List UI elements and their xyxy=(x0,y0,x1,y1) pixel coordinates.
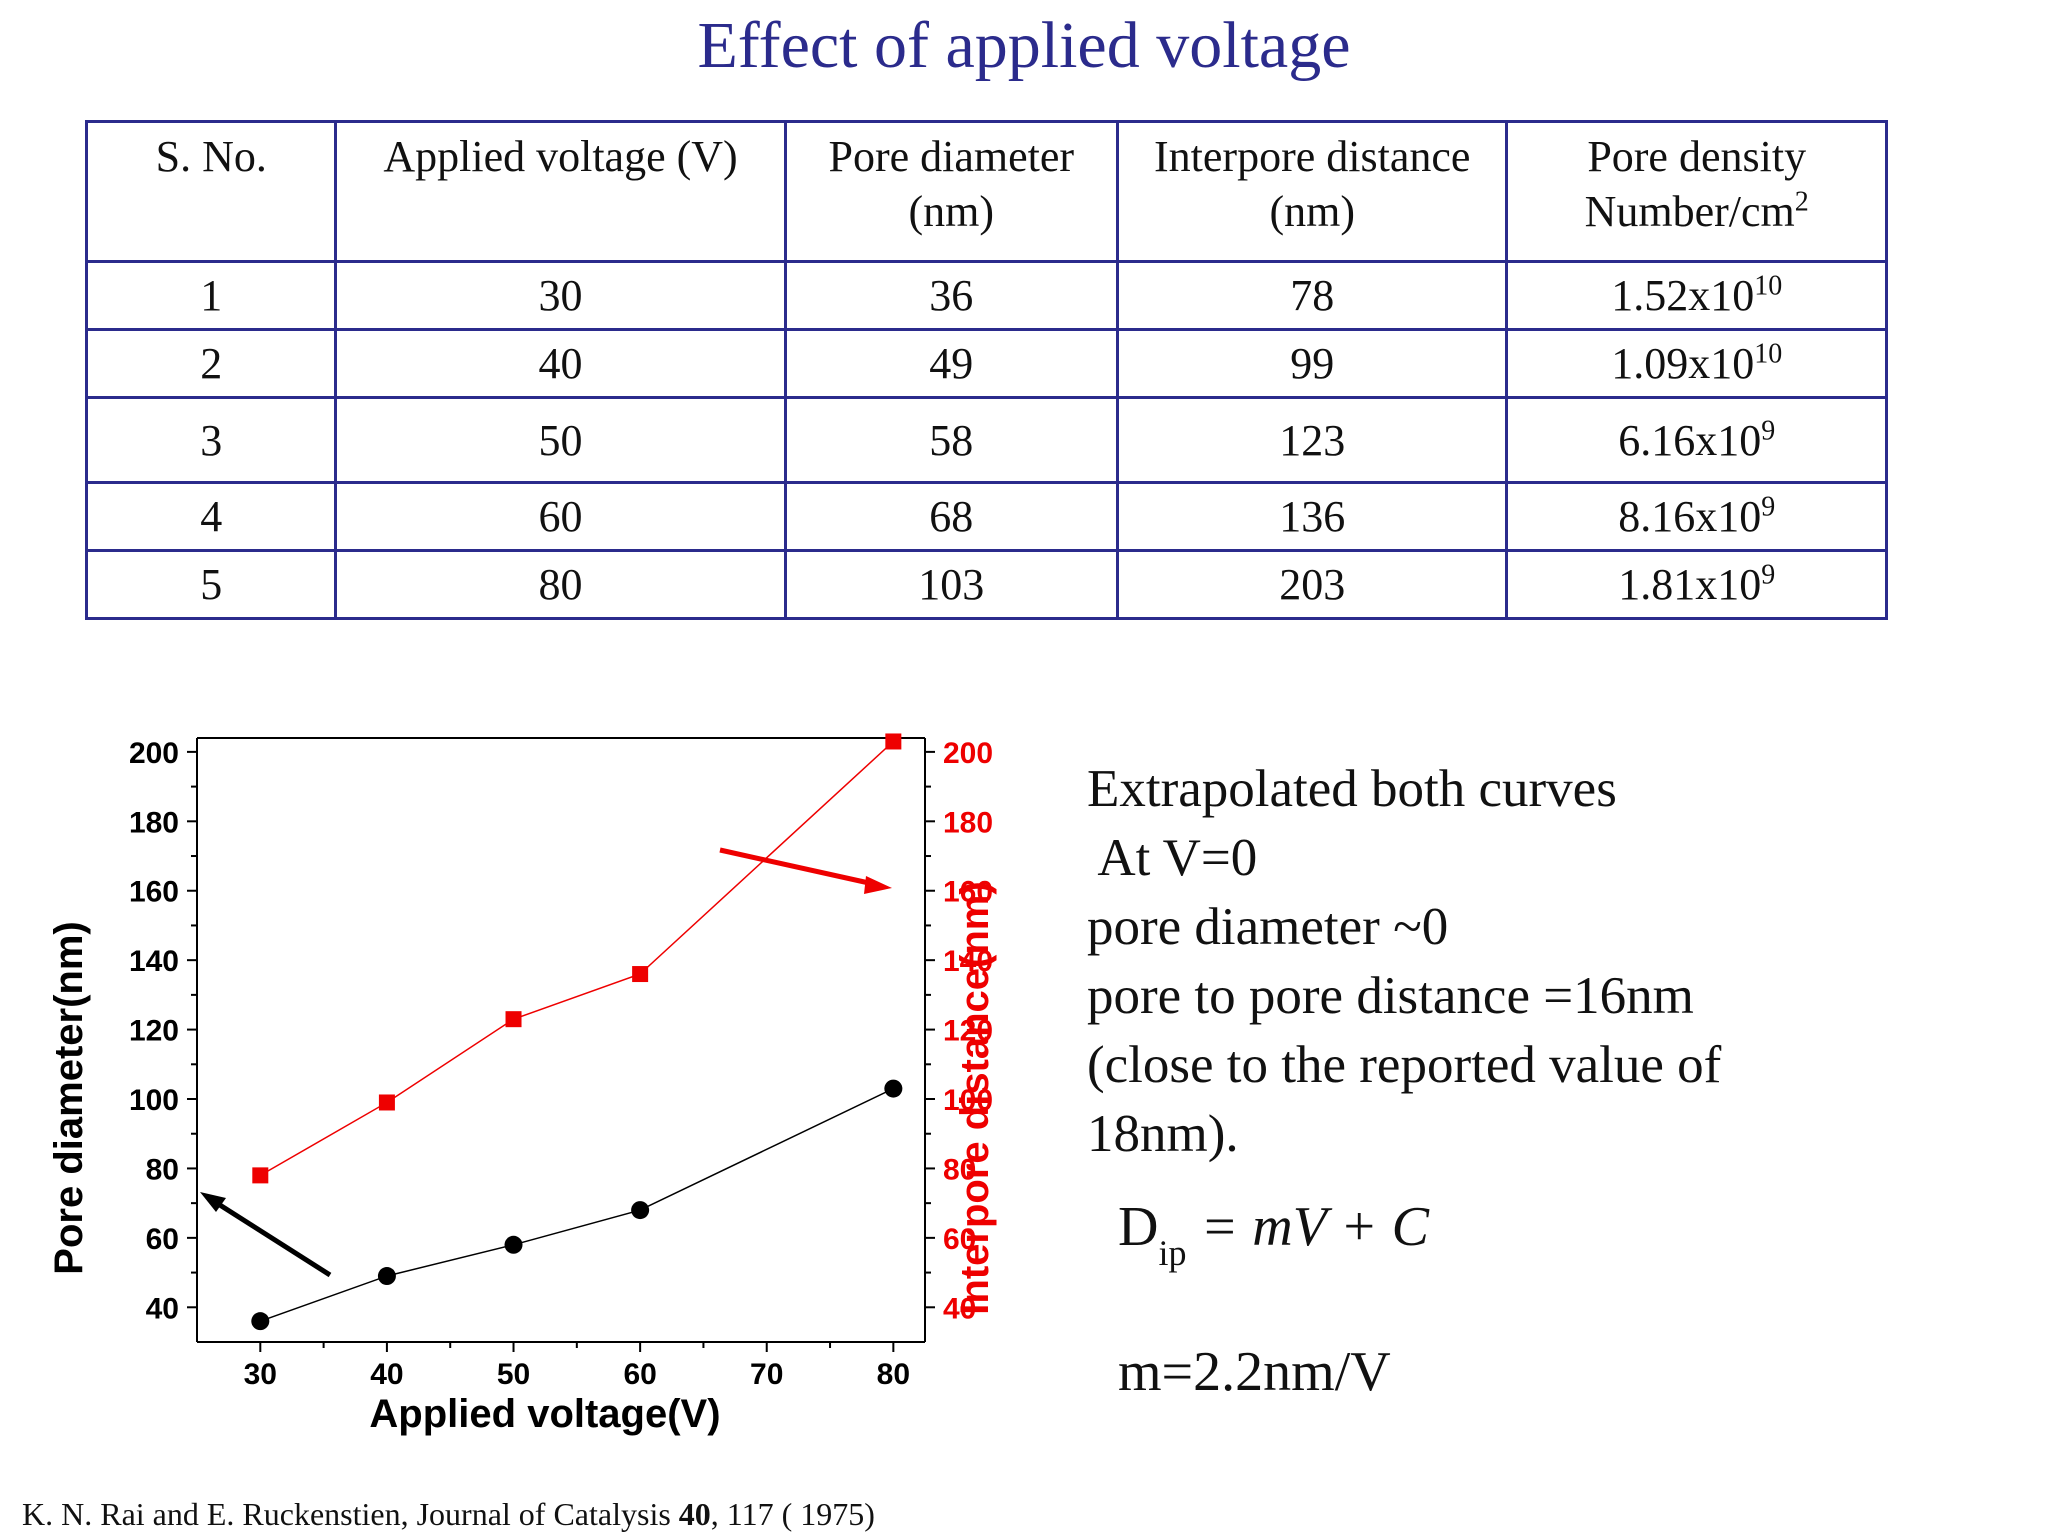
table-header-row: S. No. Applied voltage (V) Pore diameter… xyxy=(84,120,1888,263)
equation-subscript: ip xyxy=(1158,1233,1187,1273)
voltage-chart: 30 40 50 60 70 80 40 60 80 100 120 140 160 180 200 40 60… xyxy=(47,733,997,1436)
reference-citation: K. N. Rai and E. Ruckenstien, Journal of… xyxy=(22,1496,875,1532)
chart-series xyxy=(251,733,903,1331)
y-left-tick-label: 180 xyxy=(129,806,179,839)
data-point-circle xyxy=(884,1079,903,1098)
y-left-tick-label: 80 xyxy=(146,1153,179,1186)
y-left-tick-label: 200 xyxy=(129,737,179,770)
cell-diameter: 36 xyxy=(783,260,1120,331)
y-right-tick-label: 160 xyxy=(943,876,993,909)
cell-distance: 203 xyxy=(1116,549,1509,620)
series-line-2 xyxy=(259,740,894,1177)
x-tick-label: 60 xyxy=(623,1358,656,1391)
y-left-tick-label: 100 xyxy=(129,1084,179,1117)
series-line-1 xyxy=(260,1087,894,1322)
header-voltage: Applied voltage (V) xyxy=(334,120,787,263)
equation-rhs: = mV + C xyxy=(1200,1196,1430,1258)
cell-density: 8.16x109 xyxy=(1505,481,1888,552)
data-point-circle xyxy=(251,1312,270,1331)
y-right-tick-label: 120 xyxy=(943,1015,993,1048)
data-point-circle xyxy=(377,1267,396,1286)
note-line: (close to the reported value of xyxy=(1087,1036,1722,1094)
notes-block: Extrapolated both curves At V=0 pore dia… xyxy=(1087,755,1721,1169)
cell-density: 1.52x1010 xyxy=(1505,260,1888,331)
x-tick-label: 80 xyxy=(877,1358,910,1391)
slope-value: m=2.2nm/V xyxy=(1118,1341,1391,1403)
arrow-to-left-axis xyxy=(210,1197,332,1278)
data-point-square xyxy=(505,1011,522,1028)
header-sno: S. No. xyxy=(84,120,338,263)
note-line: At V=0 xyxy=(1087,829,1258,887)
y-right-tick-label: 100 xyxy=(943,1084,993,1117)
chart-arrows xyxy=(200,847,892,1278)
y-right-tick-label: 80 xyxy=(943,1153,976,1186)
cell-density: 1.81x109 xyxy=(1505,549,1888,620)
y-left-tick-label: 120 xyxy=(129,1015,179,1048)
y-axis-right-title: Interpore distance(nm) xyxy=(953,881,997,1314)
arrow-head-right xyxy=(864,876,892,894)
table-row: 2 40 49 99 1.09x1010 xyxy=(84,328,1888,399)
note-line: Extrapolated both curves xyxy=(1087,760,1617,818)
y-left-tick-label: 160 xyxy=(129,876,179,909)
cell-voltage: 60 xyxy=(334,481,787,552)
cell-voltage: 50 xyxy=(334,396,787,484)
data-point-circle xyxy=(631,1201,650,1220)
note-line: pore diameter ~0 xyxy=(1087,898,1449,956)
table-row: 4 60 68 136 8.16x109 xyxy=(84,481,1888,552)
equation-lhs: D xyxy=(1118,1196,1159,1258)
cell-voltage: 30 xyxy=(334,260,787,331)
data-point-circle xyxy=(504,1235,523,1254)
cell-voltage: 80 xyxy=(334,549,787,620)
cell-diameter: 103 xyxy=(783,549,1120,620)
reference-volume: 40 xyxy=(678,1496,711,1532)
x-tick-label: 50 xyxy=(497,1358,530,1391)
x-tick-label: 30 xyxy=(244,1358,277,1391)
cell-distance: 123 xyxy=(1116,396,1509,484)
cell-distance: 99 xyxy=(1116,328,1509,399)
y-right-tick-label: 140 xyxy=(943,945,993,978)
y-left-tick-label: 40 xyxy=(146,1292,179,1325)
y-right-tick-label: 40 xyxy=(943,1292,976,1325)
x-tick-label: 40 xyxy=(370,1358,403,1391)
cell-sno: 3 xyxy=(84,396,338,484)
y-axis-left-title: Pore diameter(nm) xyxy=(47,921,91,1274)
x-axis-title: Applied voltage(V) xyxy=(369,1392,720,1436)
table-row: 3 50 58 123 6.16x109 xyxy=(84,396,1888,484)
cell-density: 6.16x109 xyxy=(1505,396,1888,484)
y-right-tick-label: 60 xyxy=(943,1223,976,1256)
cell-sno: 4 xyxy=(84,481,338,552)
cell-sno: 1 xyxy=(84,260,338,331)
table-row: 5 80 103 203 1.81x109 xyxy=(84,549,1888,620)
chart-axes: 30 40 50 60 70 80 40 60 80 100 120 140 160 180 200 40 60… xyxy=(129,737,993,1391)
y-left-tick-label: 140 xyxy=(129,945,179,978)
note-line: 18nm). xyxy=(1087,1105,1239,1163)
y-right-tick-label: 180 xyxy=(943,806,993,839)
arrow-head-left xyxy=(200,1192,226,1212)
cell-distance: 78 xyxy=(1116,260,1509,331)
note-line: pore to pore distance =16nm xyxy=(1087,967,1694,1025)
cell-sno: 2 xyxy=(84,328,338,399)
data-point-square xyxy=(252,1167,269,1184)
cell-density: 1.09x1010 xyxy=(1505,328,1888,399)
arrow-to-right-axis xyxy=(719,847,879,888)
fit-equation: Dip = mV + C xyxy=(1118,1195,1430,1273)
header-distance: Interpore distance (nm) xyxy=(1116,120,1509,263)
header-density: Pore density Number/cm2 xyxy=(1505,120,1888,263)
header-diameter: Pore diameter (nm) xyxy=(783,120,1120,263)
cell-diameter: 58 xyxy=(783,396,1120,484)
cell-voltage: 40 xyxy=(334,328,787,399)
cell-diameter: 49 xyxy=(783,328,1120,399)
cell-diameter: 68 xyxy=(783,481,1120,552)
cell-sno: 5 xyxy=(84,549,338,620)
data-point-square xyxy=(632,966,649,983)
results-table: S. No. Applied voltage (V) Pore diameter… xyxy=(84,120,1888,620)
data-point-square xyxy=(885,733,902,750)
cell-distance: 136 xyxy=(1116,481,1509,552)
table-row: 1 30 36 78 1.52x1010 xyxy=(84,260,1888,331)
page-title: Effect of applied voltage xyxy=(697,9,1351,82)
data-point-square xyxy=(378,1094,395,1111)
x-tick-label: 70 xyxy=(750,1358,783,1391)
y-left-tick-label: 60 xyxy=(146,1223,179,1256)
y-right-tick-label: 200 xyxy=(943,737,993,770)
